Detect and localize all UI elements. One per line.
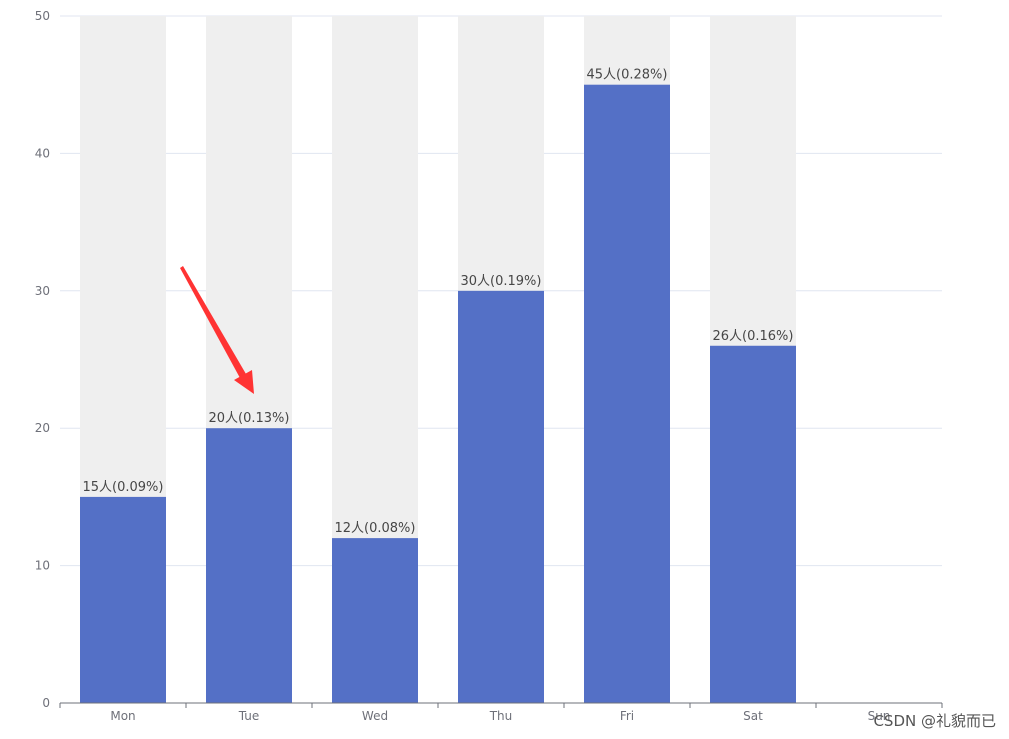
data-label: 12人(0.08%) (335, 521, 416, 536)
bars (80, 84, 796, 703)
data-labels: 15人(0.09%) 20人(0.13%) 12人(0.08%) 30人(0.19%)… (83, 68, 794, 536)
arrow-head (234, 370, 254, 394)
watermark-text: CSDN @礼貌而已 (873, 712, 996, 730)
y-tick-label: 50 (35, 9, 50, 23)
bar-fri (584, 84, 670, 703)
data-label: 26人(0.16%) (713, 329, 794, 344)
x-tick-label: Fri (620, 709, 634, 723)
bar-tue (206, 428, 292, 703)
bar-thu (458, 290, 544, 703)
bar-sat (710, 345, 796, 703)
data-label: 15人(0.09%) (83, 480, 164, 495)
annotation-arrow (180, 266, 254, 394)
x-tick-labels: Mon Tue Wed Thu Fri Sat Sun (110, 709, 890, 723)
y-tick-label: 40 (35, 146, 50, 160)
background-bars (80, 16, 796, 703)
x-tick-label: Sun (868, 709, 891, 723)
x-tick-label: Thu (489, 709, 513, 723)
y-tick-label: 30 (35, 284, 50, 298)
y-tick-label: 0 (42, 696, 50, 710)
axes (59, 702, 943, 708)
x-tick-label: Wed (362, 709, 388, 723)
bar-wed (332, 538, 418, 703)
x-tick-label: Mon (110, 709, 135, 723)
x-tick-label: Tue (238, 709, 260, 723)
x-tick-label: Sat (743, 709, 763, 723)
y-tick-labels: 0 10 20 30 40 50 (35, 9, 50, 710)
data-label: 20人(0.13%) (209, 411, 290, 426)
bar-mon (80, 496, 166, 703)
arrow-shaft (180, 266, 246, 378)
y-tick-label: 10 (35, 559, 50, 573)
y-tick-label: 20 (35, 421, 50, 435)
data-label: 30人(0.19%) (461, 274, 542, 289)
data-label: 45人(0.28%) (587, 68, 668, 83)
